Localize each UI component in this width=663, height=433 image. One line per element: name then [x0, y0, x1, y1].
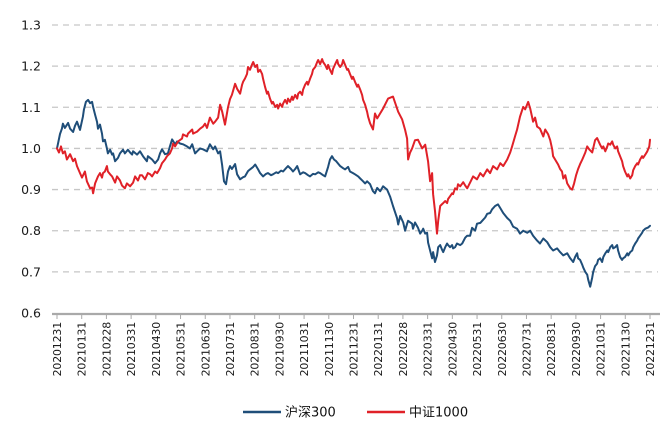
x-tick-label: 20220430 — [446, 322, 459, 377]
x-axis: 20201231 20210131 20210228 20210331 20210430… — [51, 312, 660, 377]
y-tick-label: 1.0 — [21, 141, 41, 156]
y-tick-label: 1.2 — [21, 59, 41, 74]
x-tick-label: 20221231 — [644, 322, 657, 376]
y-tick-label: 0.7 — [21, 264, 41, 279]
legend-label: 中证1000 — [409, 406, 468, 421]
series-line-csi1000 — [56, 58, 651, 235]
x-tick-label: 20220930 — [570, 322, 583, 377]
x-tick-label: 20220131 — [372, 322, 385, 376]
x-tick-label: 20221031 — [595, 322, 608, 376]
chart-legend: 沪深300 中证1000 — [243, 405, 468, 421]
x-tick-label: 20210630 — [199, 322, 212, 377]
x-tick-label: 20211130 — [323, 322, 336, 377]
x-tick-label: 20210331 — [125, 322, 138, 376]
x-tick-label: 20210131 — [76, 322, 89, 376]
x-tick-label: 20220831 — [545, 322, 558, 376]
x-tick-label: 20220531 — [471, 322, 484, 376]
x-tick-label: 20210831 — [249, 322, 262, 376]
x-tick-label: 20210930 — [273, 322, 286, 377]
x-tick-label: 20210228 — [100, 322, 113, 377]
x-tick-label: 20221130 — [619, 322, 632, 377]
y-axis-labels: 1.3 1.2 1.1 1.0 0.9 0.8 0.7 0.6 — [21, 18, 41, 321]
y-tick-label: 1.1 — [21, 100, 41, 115]
y-tick-label: 0.6 — [21, 306, 41, 321]
x-tick-label: 20210430 — [150, 322, 163, 377]
x-tick-label: 20220228 — [397, 322, 410, 377]
series-lines — [56, 58, 651, 288]
x-tick-label: 20211231 — [348, 322, 361, 376]
gridlines — [52, 24, 658, 273]
x-tick-label: 20210531 — [175, 322, 188, 376]
y-tick-label: 0.9 — [21, 182, 41, 197]
x-tick-label: 20210731 — [224, 322, 237, 376]
y-tick-label: 0.8 — [21, 223, 41, 238]
x-tick-label: 20220630 — [496, 322, 509, 377]
x-tick-label: 20201231 — [51, 322, 64, 376]
legend-label: 沪深300 — [285, 405, 336, 421]
x-tick-label: 20220731 — [520, 322, 533, 376]
y-tick-label: 1.3 — [21, 18, 41, 33]
x-tick-label: 20211031 — [298, 322, 311, 376]
x-tick-label: 20220331 — [422, 322, 435, 376]
series-line-csi300 — [56, 98, 651, 288]
